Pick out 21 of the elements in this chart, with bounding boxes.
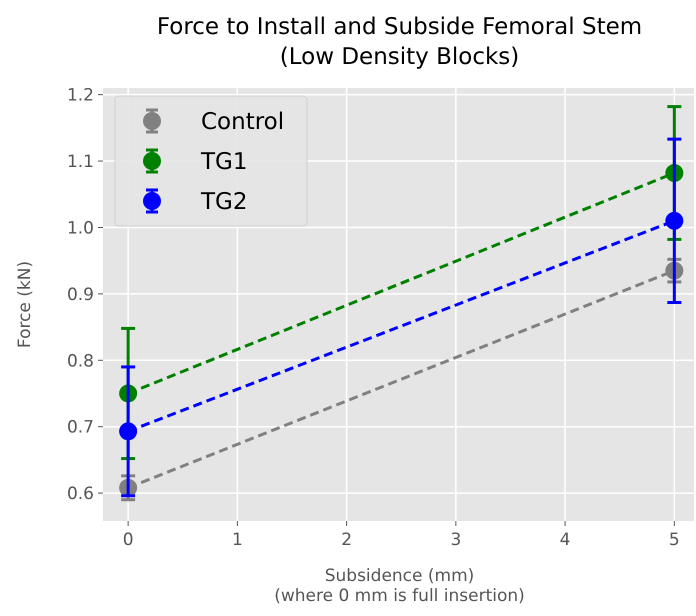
y-tick-label: 0.7 — [66, 418, 94, 438]
chart-title: Force to Install and Subside Femoral Stem (Low Density Blocks) — [156, 14, 642, 70]
x-tick-label: 3 — [450, 530, 462, 550]
y-axis-title: Force (kN) — [15, 260, 35, 348]
x-tick-label: 4 — [560, 530, 571, 550]
legend-label: TG2 — [200, 189, 248, 215]
x-tick-label: 2 — [341, 530, 352, 550]
y-tick-label: 1.2 — [66, 86, 94, 106]
point — [665, 212, 684, 230]
y-tick-label: 0.8 — [66, 351, 94, 372]
legend-label: Control — [201, 109, 284, 135]
y-tick-label: 1.1 — [66, 152, 94, 172]
x-axis-title: Subsidence (mm) (where 0 mm is full insertion) — [274, 566, 525, 606]
x-tick-label: 1 — [232, 530, 243, 550]
y-tick-label: 1.0 — [66, 218, 94, 238]
x-tick-label: 5 — [668, 530, 680, 550]
point — [119, 422, 138, 440]
y-tick-label: 0.9 — [66, 284, 94, 305]
y-tick-label: 0.6 — [66, 484, 94, 504]
x-tick-label: 0 — [122, 530, 134, 550]
legend-label: TG1 — [200, 149, 248, 175]
